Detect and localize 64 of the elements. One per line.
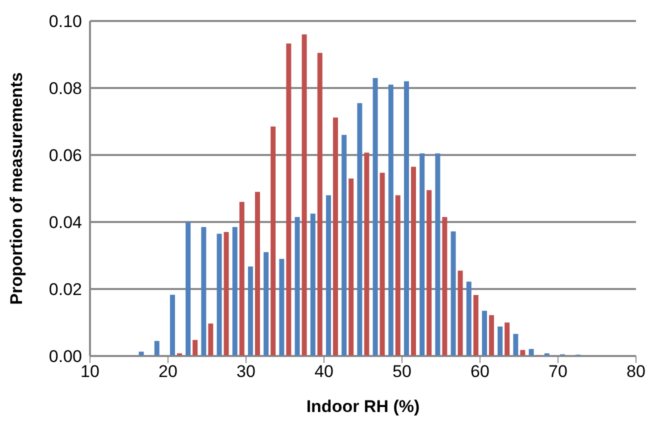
bar — [270, 126, 276, 356]
x-tick-label: 40 — [314, 362, 334, 382]
bar — [458, 270, 463, 356]
bar — [420, 153, 425, 356]
x-tick-label: 70 — [548, 362, 568, 382]
x-tick-label: 10 — [80, 362, 100, 382]
y-tick-label: 0.06 — [48, 146, 82, 166]
bar — [192, 340, 198, 356]
bar — [528, 348, 534, 356]
x-tick-label: 30 — [236, 362, 256, 382]
y-axis-title: Proportion of measurements — [7, 72, 26, 305]
x-tick-label: 60 — [470, 362, 490, 382]
bar — [498, 326, 503, 356]
bar — [201, 227, 206, 356]
bar — [333, 117, 338, 356]
y-tick-label: 0.00 — [48, 347, 82, 366]
bar — [317, 52, 322, 356]
y-tick-label: 0.02 — [48, 280, 82, 300]
bar — [426, 190, 432, 356]
bar — [466, 282, 472, 356]
bar — [380, 172, 385, 356]
x-axis-title: Indoor RH (%) — [306, 397, 420, 416]
bar — [489, 315, 494, 356]
bar — [442, 216, 448, 356]
y-tick-label: 0.10 — [48, 12, 82, 32]
bar — [216, 234, 222, 356]
bar — [435, 153, 440, 356]
bar — [450, 231, 456, 356]
bar — [232, 227, 238, 356]
bar — [239, 202, 244, 356]
bar — [342, 134, 347, 356]
bar — [504, 322, 510, 356]
bar — [310, 214, 316, 356]
x-tick-label: 20 — [158, 362, 178, 382]
bar — [294, 216, 300, 356]
bar — [513, 334, 518, 356]
bar — [473, 295, 478, 356]
y-tick-label: 0.04 — [48, 213, 82, 232]
bar — [138, 352, 144, 356]
bar — [302, 34, 307, 356]
bar — [170, 294, 175, 356]
bar — [357, 103, 362, 356]
bar — [395, 195, 400, 356]
x-tick-label: 50 — [392, 362, 412, 382]
bar — [154, 340, 160, 356]
bar — [404, 81, 409, 356]
bar — [364, 152, 370, 356]
bar — [372, 78, 378, 356]
bar — [520, 350, 526, 356]
bar — [186, 222, 191, 356]
bar — [279, 258, 284, 356]
y-tick-label: 0.08 — [48, 79, 82, 98]
bar — [482, 310, 487, 356]
bar — [208, 324, 214, 356]
bar — [326, 195, 331, 356]
bar — [224, 232, 229, 356]
bar — [388, 84, 394, 356]
x-tick-label: 80 — [626, 362, 646, 382]
bar — [255, 192, 260, 356]
bar — [248, 266, 253, 356]
bar — [348, 178, 354, 356]
bar — [286, 43, 292, 356]
bar — [411, 166, 416, 356]
bar — [264, 252, 269, 356]
